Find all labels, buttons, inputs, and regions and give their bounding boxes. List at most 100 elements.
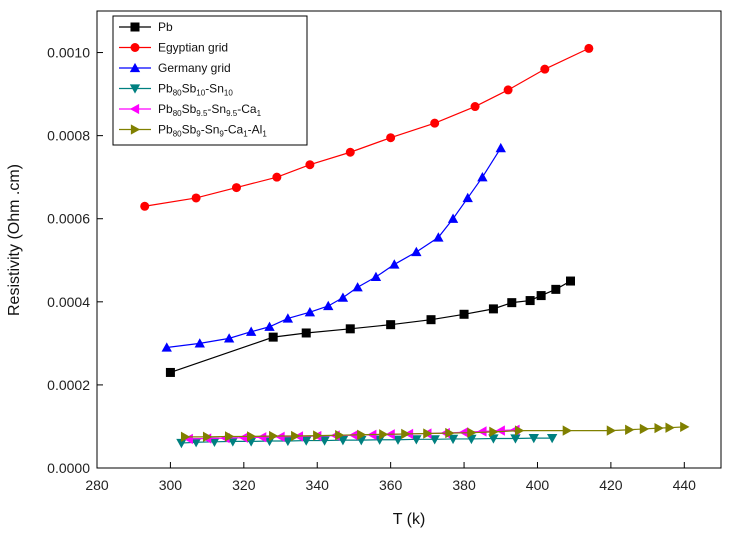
- data-point: [562, 425, 573, 436]
- data-point: [654, 422, 664, 434]
- data-point: [386, 320, 396, 330]
- data-point: [238, 432, 248, 443]
- legend-entry: Germany grid: [119, 61, 231, 75]
- data-point: [319, 436, 330, 446]
- data-point: [301, 436, 312, 446]
- data-point: [488, 304, 498, 314]
- series-line: [170, 280, 571, 374]
- legend: Pb Egyptian grid Germany grid Pb80Sb10-Sn10…: [112, 15, 308, 146]
- legend-label: Germany grid: [158, 61, 231, 75]
- series-4: [176, 433, 558, 449]
- series-line: [144, 47, 590, 207]
- data-point: [176, 438, 187, 449]
- y-tick-label: 0.0000: [47, 460, 90, 476]
- x-tick-label: 380: [452, 477, 476, 493]
- data-point: [202, 431, 213, 443]
- data-point: [447, 213, 459, 223]
- data-point: [625, 424, 635, 435]
- data-point: [304, 307, 316, 317]
- data-point: [466, 434, 477, 445]
- legend-label: Pb80Sb9.5-Sn9.5-Ca1: [158, 102, 262, 118]
- data-point: [584, 43, 594, 53]
- data-point: [301, 328, 311, 338]
- data-point: [426, 315, 436, 325]
- x-tick-label: 400: [526, 477, 550, 493]
- data-point: [379, 429, 389, 440]
- data-point: [389, 259, 400, 269]
- data-point: [337, 436, 349, 446]
- x-tick-label: 320: [232, 477, 256, 493]
- legend-marker: [129, 84, 141, 94]
- y-tick-label: 0.0008: [47, 128, 90, 144]
- data-point: [423, 428, 433, 439]
- y-tick-label: 0.0006: [47, 211, 90, 227]
- data-point: [165, 367, 175, 377]
- data-point: [272, 172, 282, 182]
- data-point: [337, 292, 349, 302]
- data-point: [305, 160, 315, 170]
- data-point: [459, 309, 469, 319]
- legend-entry: Pb: [119, 20, 173, 34]
- data-point: [536, 291, 546, 301]
- legend-entry: Pb80Sb10-Sn10: [119, 82, 233, 98]
- data-point: [510, 434, 521, 444]
- data-point: [489, 426, 499, 438]
- data-point: [291, 430, 301, 442]
- data-point: [227, 437, 238, 447]
- legend-marker: [130, 124, 141, 135]
- data-point: [180, 431, 191, 443]
- data-point: [606, 425, 617, 436]
- data-point: [231, 183, 241, 193]
- data-point: [209, 437, 220, 448]
- data-point: [477, 172, 488, 182]
- data-point: [161, 342, 172, 352]
- data-point: [514, 425, 525, 436]
- data-point: [540, 64, 550, 74]
- legend-entry: Egyptian grid: [119, 41, 228, 55]
- data-point: [680, 421, 690, 433]
- data-point: [140, 201, 150, 211]
- data-point: [370, 271, 382, 282]
- y-tick-label: 0.0004: [47, 294, 90, 310]
- data-point: [352, 282, 363, 292]
- data-point: [386, 133, 396, 143]
- x-axis-title: T (k): [393, 511, 426, 528]
- legend-marker: [130, 22, 140, 32]
- data-point: [433, 232, 444, 242]
- data-point: [392, 435, 404, 445]
- data-point: [445, 427, 455, 439]
- data-point: [447, 434, 459, 445]
- series-2: [140, 43, 594, 211]
- legend-entry: Pb80Sb9-Sn9-Ca1-Al1: [119, 123, 267, 139]
- series-line: [166, 147, 502, 349]
- data-point: [665, 422, 675, 433]
- data-point: [411, 246, 422, 257]
- data-point: [467, 427, 477, 438]
- data-point: [488, 434, 499, 444]
- data-point: [264, 321, 275, 331]
- data-point: [257, 432, 267, 443]
- data-point: [357, 429, 367, 440]
- data-point: [282, 436, 294, 447]
- legend-box: [112, 15, 308, 146]
- data-point: [335, 430, 345, 441]
- data-point: [639, 423, 650, 435]
- data-point: [323, 300, 334, 311]
- data-point: [430, 118, 440, 128]
- x-tick-label: 360: [379, 477, 403, 493]
- legend-label: Pb80Sb9-Sn9-Ca1-Al1: [158, 123, 267, 139]
- data-point: [313, 430, 323, 441]
- legend-label: Egyptian grid: [158, 41, 228, 55]
- x-tick-label: 300: [159, 477, 183, 493]
- legend-marker: [130, 43, 140, 52]
- legend-label: Pb: [158, 20, 173, 34]
- data-point: [194, 338, 205, 348]
- series-1: [165, 276, 576, 377]
- data-point: [507, 298, 517, 308]
- data-point: [401, 428, 411, 440]
- data-point: [269, 430, 279, 442]
- data-point: [191, 193, 201, 203]
- data-point: [566, 276, 576, 286]
- data-point: [247, 431, 257, 442]
